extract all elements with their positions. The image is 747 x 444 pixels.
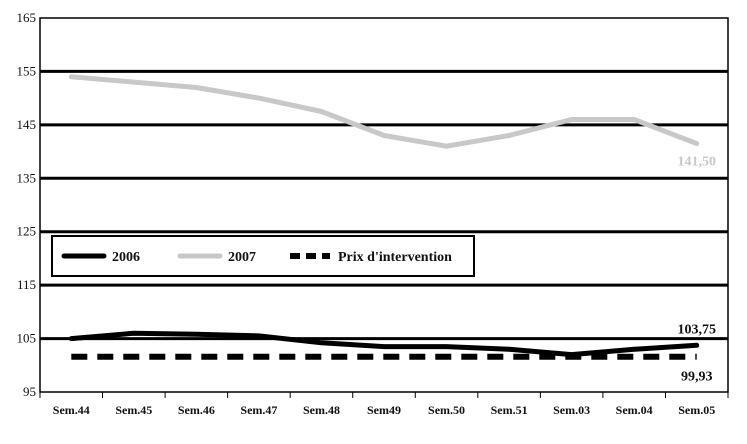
- y-tick-label: 125: [17, 224, 37, 239]
- legend-label: 2006: [112, 250, 140, 265]
- y-tick-label: 105: [17, 331, 37, 346]
- legend-box: [51, 235, 475, 277]
- series-lines: [68, 74, 700, 360]
- y-tick-label: 115: [17, 277, 36, 292]
- x-tick-label: Sem.46: [178, 403, 215, 417]
- data-label: 141,50: [677, 155, 716, 170]
- series-line-0: [68, 330, 700, 358]
- grid-lines: [39, 17, 729, 393]
- data-label: 103,75: [677, 322, 716, 337]
- y-tick-label: 155: [17, 63, 37, 78]
- x-tick-label: Sem.50: [428, 403, 465, 417]
- y-tick-label: 145: [17, 117, 37, 132]
- x-tick-label: Sem49: [367, 403, 401, 417]
- series-line-1: [68, 74, 700, 149]
- annotations: 141,50 103,75 99,93: [677, 155, 716, 385]
- x-tick-label: Sem.47: [240, 403, 277, 417]
- x-tick-label: Sem.04: [616, 403, 653, 417]
- data-label: 99,93: [681, 370, 713, 385]
- x-tick-label: Sem.03: [553, 403, 590, 417]
- x-axis-ticks: Sem.44 Sem.45 Sem.46 Sem.47 Sem.48 Sem49 Sem.5…: [39, 392, 729, 417]
- legend: 2006 2007 Prix d'intervention: [51, 235, 475, 277]
- y-tick-label: 95: [23, 384, 36, 399]
- x-tick-label: Sem.45: [115, 403, 152, 417]
- plot-frame: [39, 17, 729, 393]
- x-tick-label: Sem.48: [303, 403, 340, 417]
- x-tick-label: Sem.51: [491, 403, 528, 417]
- y-tick-label: 135: [17, 170, 37, 185]
- x-tick-label: Sem.44: [53, 403, 90, 417]
- x-tick-label: Sem.05: [678, 403, 715, 417]
- y-axis-ticks: 95 105 115 125 135 145 155 165: [17, 10, 37, 399]
- y-tick-label: 165: [17, 10, 37, 25]
- legend-label: 2007: [228, 250, 256, 265]
- legend-label: Prix d'intervention: [338, 250, 452, 265]
